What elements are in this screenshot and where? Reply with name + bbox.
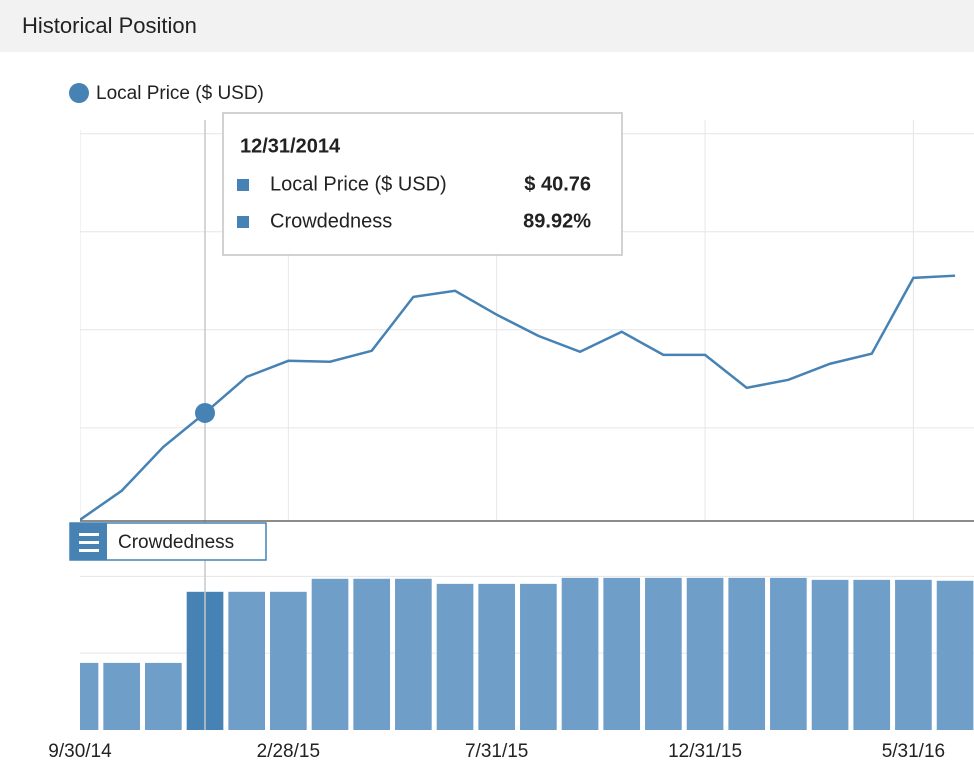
bar bbox=[270, 591, 307, 730]
bar bbox=[520, 583, 557, 730]
bar bbox=[645, 577, 682, 730]
x-tick-label: 5/31/16 bbox=[882, 741, 945, 762]
bar bbox=[603, 577, 641, 730]
bar bbox=[770, 577, 807, 730]
tooltip-value: $ 40.76 bbox=[524, 173, 591, 195]
bar bbox=[853, 579, 891, 730]
menu-line bbox=[79, 549, 99, 552]
legend-marker bbox=[69, 83, 89, 103]
bar bbox=[686, 577, 724, 730]
tooltip-marker bbox=[237, 216, 249, 228]
bar bbox=[561, 577, 599, 730]
bar bbox=[478, 583, 516, 730]
tooltip-series-name: Local Price ($ USD) bbox=[270, 173, 447, 195]
x-tick-label: 2/28/15 bbox=[257, 741, 320, 762]
bar bbox=[936, 580, 974, 730]
bar bbox=[395, 578, 432, 730]
bar bbox=[228, 591, 266, 730]
bar bbox=[436, 583, 474, 730]
bar bbox=[311, 578, 349, 730]
bar bbox=[80, 662, 99, 730]
bar bbox=[728, 577, 766, 730]
x-tick-label: 9/30/14 bbox=[48, 741, 112, 762]
bar bbox=[353, 578, 391, 730]
tooltip-box bbox=[222, 112, 623, 256]
bar bbox=[103, 662, 141, 730]
header-title: Historical Position bbox=[22, 13, 197, 38]
bar bbox=[145, 662, 182, 730]
panel-label: Crowdedness bbox=[118, 532, 234, 553]
menu-line bbox=[79, 541, 99, 544]
overlay: Local Price ($ USD) Crowdedness 9/30/14 2/2… bbox=[48, 83, 974, 762]
price-line bbox=[80, 274, 956, 521]
bar bbox=[811, 579, 849, 730]
hover-point bbox=[195, 402, 216, 423]
x-tick-label: 7/31/15 bbox=[465, 741, 528, 762]
legend-label: Local Price ($ USD) bbox=[96, 83, 264, 104]
tooltip-marker bbox=[237, 179, 249, 191]
tooltip-series-name: Crowdedness bbox=[270, 210, 392, 232]
x-tick-label: 12/31/15 bbox=[668, 741, 742, 762]
tooltip-date: 12/31/2014 bbox=[240, 135, 341, 157]
header-bar bbox=[0, 0, 974, 52]
tooltip-value: 89.92% bbox=[523, 210, 591, 232]
menu-line bbox=[79, 533, 99, 536]
bar bbox=[895, 579, 932, 730]
